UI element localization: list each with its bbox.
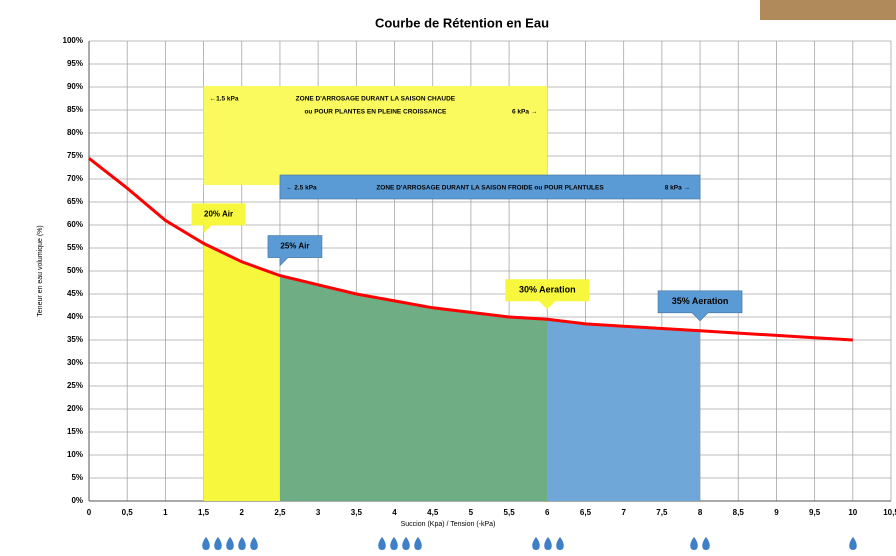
x-tick-label: 3,5 [351,508,363,517]
banner-right: 6 kPa → [512,109,537,116]
y-tick-label: 50% [67,266,83,275]
x-tick-label: 3 [316,508,321,517]
x-tick-label: 10 [848,508,857,517]
x-tick-label: 5 [469,508,474,517]
x-tick-label: 5,5 [504,508,516,517]
zone-area [204,243,280,501]
callout-label: 20% Air [204,210,233,219]
y-tick-label: 30% [67,358,83,367]
y-tick-label: 40% [67,312,83,321]
y-tick-label: 85% [67,105,83,114]
callout-label: 35% Aeration [672,296,729,306]
zone-area [547,319,700,501]
x-tick-label: 6 [545,508,550,517]
y-tick-label: 35% [67,335,83,344]
y-tick-label: 80% [67,128,83,137]
x-tick-label: 1 [163,508,168,517]
callout-label: 30% Aeration [519,285,576,295]
x-tick-label: 2,5 [274,508,286,517]
y-tick-label: 25% [67,381,83,390]
y-tick-label: 75% [67,151,83,160]
y-tick-label: 100% [63,36,83,45]
y-tick-label: 20% [67,404,83,413]
y-axis-label: Teneur en eau volumique (%) [37,225,44,316]
x-tick-label: 8 [698,508,703,517]
chart-title: Courbe de Rétention en Eau [375,15,549,30]
banner-left: ←1.5 kPa [210,96,239,103]
y-tick-label: 60% [67,220,83,229]
photo [760,0,896,20]
chart: Courbe de Rétention en Eau Succion (Kpa)… [0,0,896,556]
callout-label: 25% Air [280,242,309,251]
banner-text: ou POUR PLANTES EN PLEINE CROISSANCE [304,109,447,116]
y-tick-label: 5% [71,473,83,482]
x-tick-label: 10,5 [883,508,896,517]
y-tick-label: 15% [67,427,83,436]
y-tick-label: 10% [67,450,83,459]
x-tick-label: 6,5 [580,508,592,517]
x-tick-label: 0 [87,508,92,517]
x-tick-label: 2 [240,508,245,517]
x-tick-label: 9,5 [809,508,821,517]
x-tick-label: 8,5 [733,508,745,517]
x-tick-label: 0,5 [122,508,134,517]
banner-text: ZONE D'ARROSAGE DURANT LA SAISON CHAUDE [296,96,456,103]
banner-left: ← 2.5 kPa [286,185,317,192]
y-tick-label: 45% [67,289,83,298]
x-tick-label: 4,5 [427,508,439,517]
x-tick-label: 1,5 [198,508,210,517]
y-tick-label: 90% [67,82,83,91]
x-tick-label: 7,5 [656,508,668,517]
y-tick-label: 0% [71,496,83,505]
banner-text: ZONE D'ARROSAGE DURANT LA SAISON FROIDE … [376,185,604,192]
y-tick-label: 55% [67,243,83,252]
x-tick-label: 7 [621,508,626,517]
banner-right: 8 kPa → [665,185,690,192]
x-axis-label: Succion (Kpa) / Tension (-kPa) [401,521,496,528]
x-tick-label: 9 [774,508,779,517]
y-tick-label: 95% [67,59,83,68]
y-tick-label: 65% [67,197,83,206]
x-tick-label: 4 [392,508,397,517]
y-tick-label: 70% [67,174,83,183]
